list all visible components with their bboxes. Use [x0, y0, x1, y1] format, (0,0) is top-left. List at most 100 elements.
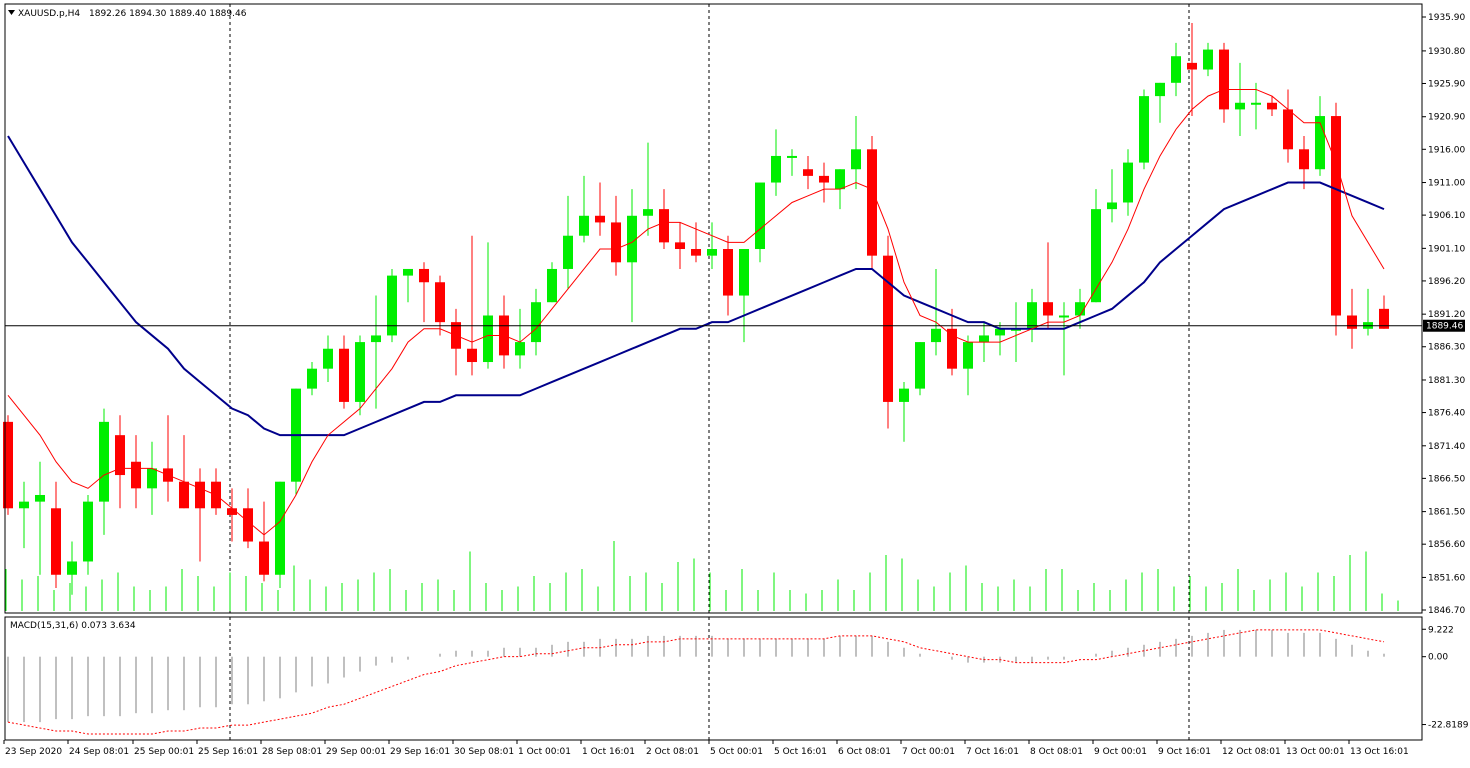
candle-body — [1155, 82, 1165, 97]
bullish-candle[interactable] — [563, 195, 573, 289]
bullish-candle[interactable] — [771, 129, 781, 196]
bullish-candle[interactable] — [515, 308, 525, 369]
time-axis-label: 23 Sep 2020 — [5, 747, 62, 757]
bearish-candle[interactable] — [419, 262, 429, 323]
bearish-candle[interactable] — [947, 308, 957, 376]
price-panel[interactable]: 1935.90 1930.80 1925.90 1920.90 1916.00 1911.… — [3, 4, 1465, 616]
bullish-candle[interactable] — [403, 268, 413, 303]
bullish-candle[interactable] — [323, 335, 333, 382]
bearish-candle[interactable] — [3, 415, 13, 515]
bearish-candle[interactable] — [467, 235, 477, 376]
price-panel-border — [4, 3, 1423, 614]
candle-body — [3, 421, 13, 509]
bullish-candle[interactable] — [531, 288, 541, 356]
bearish-candle[interactable] — [803, 155, 813, 190]
bearish-candle[interactable] — [227, 488, 237, 542]
bullish-candle[interactable] — [1091, 189, 1101, 303]
bullish-candle[interactable] — [963, 335, 973, 396]
candle-body — [435, 282, 445, 323]
bullish-candle[interactable] — [643, 142, 653, 236]
bullish-candle[interactable] — [707, 222, 717, 269]
bearish-candle[interactable] — [131, 435, 141, 509]
bearish-candle[interactable] — [1379, 295, 1389, 329]
bearish-candle[interactable] — [611, 195, 621, 276]
candle-body — [675, 242, 685, 250]
candle-body — [179, 481, 189, 509]
bullish-candle[interactable] — [67, 541, 77, 595]
bullish-candle[interactable] — [275, 481, 285, 589]
bullish-candle[interactable] — [147, 441, 157, 515]
bearish-candle[interactable] — [259, 501, 269, 582]
candle-body — [563, 235, 573, 269]
bullish-candle[interactable] — [899, 381, 909, 442]
bearish-candle[interactable] — [1283, 89, 1293, 163]
bearish-candle[interactable] — [195, 468, 205, 562]
bullish-candle[interactable] — [1107, 169, 1117, 223]
bullish-candle[interactable] — [19, 481, 29, 549]
bullish-candle[interactable] — [755, 182, 765, 263]
bullish-candle[interactable] — [1203, 42, 1213, 77]
bearish-candle[interactable] — [243, 488, 253, 549]
bullish-candle[interactable] — [1155, 82, 1165, 123]
bearish-candle[interactable] — [1299, 135, 1309, 190]
bullish-candle[interactable] — [387, 268, 397, 343]
candle-body — [35, 494, 45, 502]
bearish-candle[interactable] — [1219, 42, 1229, 123]
bearish-candle[interactable] — [595, 182, 605, 236]
bullish-candle[interactable] — [307, 362, 317, 396]
bearish-candle[interactable] — [819, 162, 829, 203]
bullish-candle[interactable] — [1123, 149, 1133, 216]
bearish-candle[interactable] — [867, 135, 877, 269]
bullish-candle[interactable] — [1139, 89, 1149, 170]
bullish-candle[interactable] — [995, 322, 1005, 356]
bearish-candle[interactable] — [659, 189, 669, 250]
candle-body — [131, 461, 141, 489]
bearish-candle[interactable] — [1043, 242, 1053, 329]
bullish-candle[interactable] — [35, 461, 45, 575]
candle-body — [419, 268, 429, 283]
candle-body — [1347, 315, 1357, 329]
bullish-candle[interactable] — [1251, 82, 1261, 130]
bearish-candle[interactable] — [339, 335, 349, 409]
bullish-candle[interactable] — [355, 335, 365, 416]
macd-panel[interactable]: 9.222 0.00 -22.8189 — [7, 617, 1469, 740]
bullish-candle[interactable] — [915, 342, 925, 396]
bearish-candle[interactable] — [1187, 22, 1197, 117]
bearish-candle[interactable] — [1347, 288, 1357, 349]
bullish-candle[interactable] — [483, 242, 493, 369]
bearish-candle[interactable] — [179, 435, 189, 509]
candle-body — [355, 342, 365, 402]
candle-body — [1043, 302, 1053, 316]
bullish-candle[interactable] — [99, 408, 109, 535]
bearish-candle[interactable] — [723, 235, 733, 316]
bullish-candle[interactable] — [1235, 62, 1245, 136]
bullish-candle[interactable] — [291, 388, 301, 495]
bullish-candle[interactable] — [1171, 42, 1181, 97]
bullish-candle[interactable] — [851, 116, 861, 190]
bullish-candle[interactable] — [371, 295, 381, 409]
symbol-dropdown-icon[interactable] — [8, 10, 15, 15]
bearish-candle[interactable] — [883, 235, 893, 429]
bullish-candle[interactable] — [1027, 288, 1037, 343]
bullish-candle[interactable] — [1315, 96, 1325, 176]
bullish-candle[interactable] — [787, 149, 797, 176]
bullish-candle[interactable] — [547, 262, 557, 303]
bullish-candle[interactable] — [931, 268, 941, 356]
bullish-candle[interactable] — [83, 494, 93, 575]
bullish-candle[interactable] — [1059, 302, 1069, 376]
bearish-candle[interactable] — [115, 415, 125, 509]
bearish-candle[interactable] — [1331, 102, 1341, 336]
bearish-candle[interactable] — [675, 222, 685, 269]
bearish-candle[interactable] — [1267, 96, 1277, 117]
bullish-candle[interactable] — [627, 189, 637, 323]
price-axis-label: 1930.80 — [1428, 47, 1465, 57]
bullish-candle[interactable] — [579, 175, 589, 243]
price-axis-label: 1901.10 — [1428, 244, 1465, 254]
bearish-candle[interactable] — [51, 481, 61, 589]
bullish-candle[interactable] — [739, 249, 749, 343]
moving-average-slow — [7, 135, 1385, 437]
candle-body — [1235, 102, 1245, 110]
candle-body — [1203, 49, 1213, 70]
